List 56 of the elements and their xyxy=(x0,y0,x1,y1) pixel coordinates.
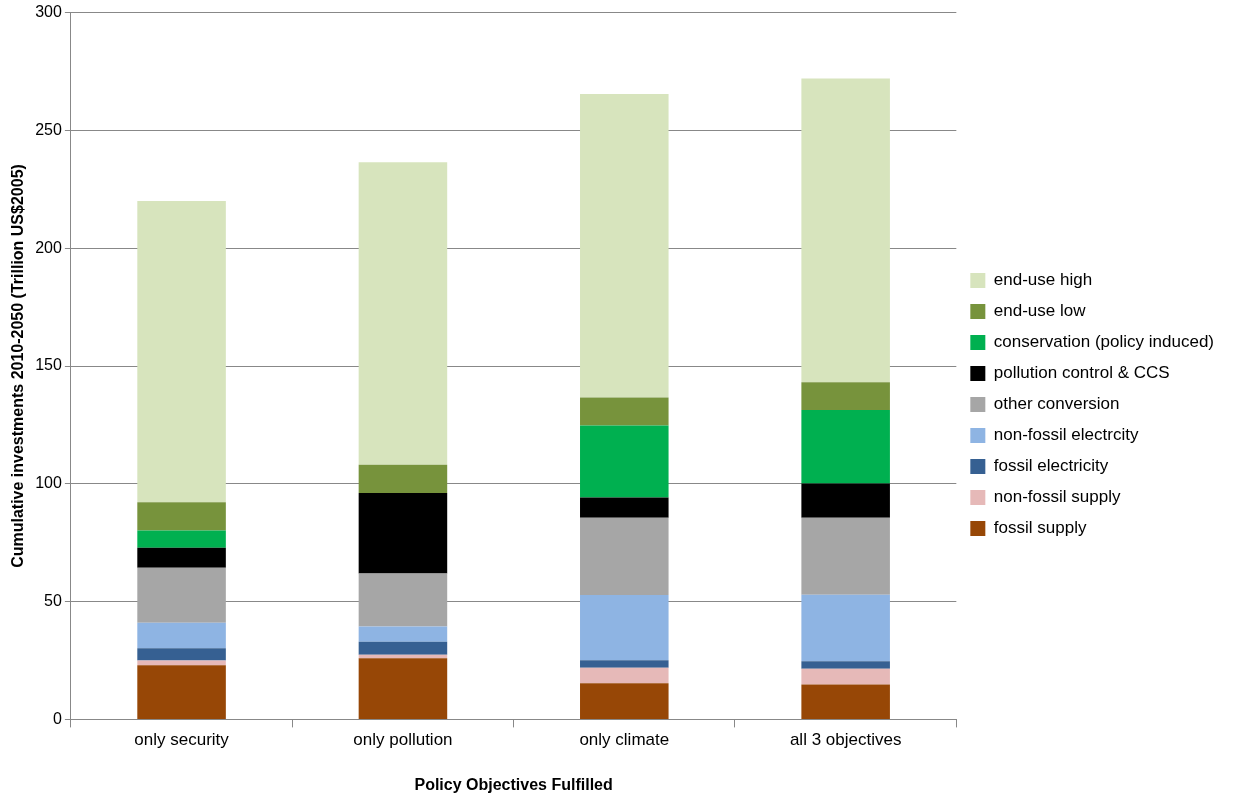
bar xyxy=(580,497,669,518)
bar xyxy=(358,641,448,655)
bar xyxy=(801,382,890,411)
legend-label: non-fossil supply xyxy=(993,487,1121,507)
bar xyxy=(358,626,448,642)
y-tick-label: 150 xyxy=(35,356,62,374)
legend-label: pollution control & CCS xyxy=(993,363,1170,383)
x-tick-label: only climate xyxy=(579,730,670,750)
bar xyxy=(801,483,890,518)
bar xyxy=(137,547,226,568)
bar xyxy=(137,665,226,719)
legend-label: fossil electricity xyxy=(993,456,1109,476)
y-tick-label: 100 xyxy=(35,474,62,492)
bar xyxy=(580,660,669,668)
x-tick-label: only security xyxy=(134,730,230,750)
bar xyxy=(580,425,669,498)
x-tick-label: all 3 objectives xyxy=(789,730,902,750)
bar xyxy=(801,78,890,383)
bar xyxy=(137,567,226,623)
bar xyxy=(137,622,226,649)
legend-label: other conversion xyxy=(993,394,1120,414)
bar xyxy=(137,648,226,661)
bar xyxy=(580,683,669,719)
bar xyxy=(801,661,890,669)
legend-label: conservation (policy induced) xyxy=(993,332,1214,352)
bar xyxy=(580,93,669,398)
bar xyxy=(801,594,890,662)
bar xyxy=(137,201,226,503)
bar xyxy=(358,658,448,719)
bar xyxy=(801,668,890,685)
y-tick-label: 0 xyxy=(52,709,62,727)
bar xyxy=(137,502,226,531)
bar xyxy=(580,595,669,661)
y-axis-title: Cumulative investments 2010-2050 (Trillion US$2005) xyxy=(9,164,27,568)
y-tick-label: 50 xyxy=(44,592,62,610)
bar xyxy=(358,464,448,493)
bar xyxy=(801,684,890,719)
legend-label: end-use high xyxy=(993,270,1093,290)
legend-label: fossil supply xyxy=(993,518,1087,538)
bar xyxy=(358,573,448,627)
y-tick-label: 250 xyxy=(35,120,62,138)
bar xyxy=(358,654,448,659)
bar xyxy=(358,162,448,465)
bar xyxy=(801,517,890,595)
bar xyxy=(580,667,669,684)
y-tick-label: 200 xyxy=(35,238,62,256)
y-tick-label: 300 xyxy=(35,3,62,21)
legend-label: end-use low xyxy=(993,301,1087,321)
bar xyxy=(580,517,669,595)
legend-label: non-fossil electrcity xyxy=(993,425,1139,445)
x-axis-title: Policy Objectives Fulfilled xyxy=(414,775,613,793)
x-tick-label: only pollution xyxy=(353,730,453,750)
bar xyxy=(580,397,669,426)
bar xyxy=(358,492,448,574)
bar xyxy=(801,410,890,484)
bar xyxy=(137,530,226,548)
